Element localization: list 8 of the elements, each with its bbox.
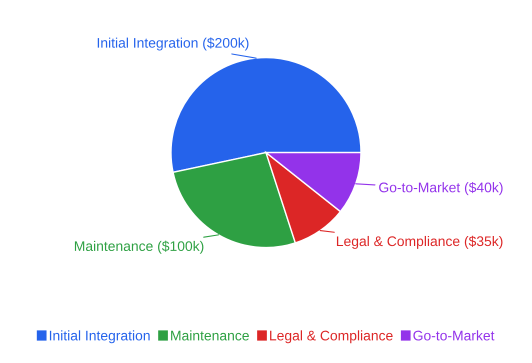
category-label: Maintenance ($100k) [74,240,204,254]
legend-label: Legal & Compliance [270,330,393,344]
legend-label: Go-to-Market [413,330,494,340]
category-label: Legal & Compliance ($35k) [336,236,502,249]
category-label: Go-to-Market ($40k) [379,182,503,196]
category-label: Initial Integration ($200k) [98,37,248,51]
legend-label: Maintenance [171,330,249,340]
legend-label: Initial Integration [50,330,150,344]
